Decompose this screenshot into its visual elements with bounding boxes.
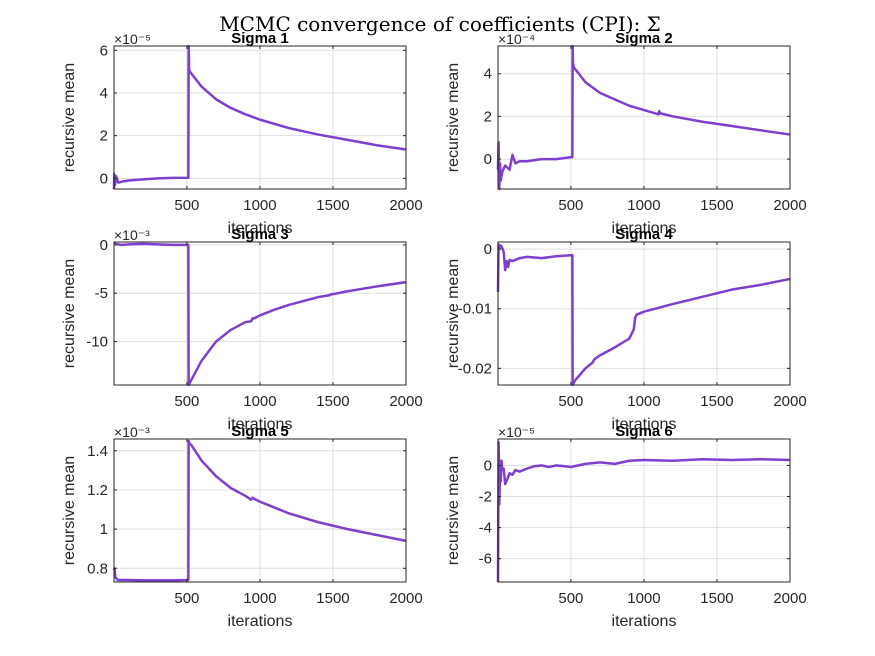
series-line — [113, 241, 407, 387]
x-tick-label: 2000 — [389, 393, 422, 410]
x-tick-label: 1500 — [316, 197, 349, 214]
y-tick-label: 0 — [484, 151, 492, 168]
x-axis-label: iterations — [228, 416, 293, 433]
x-tick-label: 2000 — [773, 590, 806, 607]
x-tick-label: 1000 — [243, 197, 276, 214]
x-tick-label: 1500 — [700, 197, 733, 214]
subplot-title: Sigma 6 — [615, 423, 673, 440]
x-tick-label: 1000 — [243, 590, 276, 607]
subplot-title: Sigma 3 — [231, 226, 289, 243]
subplot-title: Sigma 2 — [615, 30, 673, 47]
subplot-sigma-4: 500 1000 1500 2000 -0.02 -0.01 0 iterations recu… — [445, 226, 807, 433]
y-axis-label: recursive mean — [61, 63, 78, 172]
x-axis-label: iterations — [228, 613, 293, 630]
y-tick-label: -0.01 — [458, 301, 492, 318]
y-tick-label: 1 — [100, 521, 108, 538]
y-tick-label: 0 — [484, 241, 492, 258]
y-exponent-label: ×10⁻³ — [114, 424, 150, 440]
x-tick-label: 2000 — [389, 197, 422, 214]
x-tick-label: 2000 — [389, 590, 422, 607]
series-line — [496, 440, 791, 583]
x-tick-label: 1000 — [627, 393, 660, 410]
y-tick-label: 0.8 — [87, 560, 108, 577]
x-tick-label: 1500 — [700, 590, 733, 607]
subplot-sigma-5: 500 1000 1500 2000 0.8 1 1.2 1.4 iterations recur… — [61, 423, 423, 630]
y-tick-label: 0 — [100, 170, 108, 187]
y-tick-label: 2 — [484, 108, 492, 125]
y-tick-label: -0.02 — [458, 360, 492, 377]
y-tick-label: -4 — [479, 520, 492, 537]
subplot-title: Sigma 1 — [231, 30, 289, 47]
subplot-title: Sigma 4 — [615, 226, 673, 243]
figure-title: MCMC convergence of coefficients (CPI): … — [219, 12, 661, 36]
x-axis-label: iterations — [612, 613, 677, 630]
x-tick-label: 1000 — [243, 393, 276, 410]
subplot-sigma-2: 500 1000 1500 2000 0 2 4 iterations recursive me… — [445, 30, 807, 237]
x-tick-label: 500 — [174, 197, 199, 214]
y-exponent-label: ×10⁻⁵ — [498, 424, 535, 440]
x-tick-label: 500 — [558, 590, 583, 607]
y-exponent-label: ×10⁻³ — [114, 227, 150, 243]
y-axis-label: recursive mean — [445, 259, 462, 368]
y-tick-label: 4 — [100, 85, 108, 102]
y-axis-label: recursive mean — [61, 259, 78, 368]
x-axis-label: iterations — [228, 220, 293, 237]
x-tick-label: 1500 — [316, 393, 349, 410]
x-tick-label: 1000 — [627, 590, 660, 607]
y-axis-label: recursive mean — [445, 63, 462, 172]
y-tick-label: 1.2 — [87, 482, 108, 499]
x-tick-label: 2000 — [773, 197, 806, 214]
y-tick-label: 0 — [484, 457, 492, 474]
subplot-sigma-3: 500 1000 1500 2000 -10 -5 0 iterations recursive… — [61, 226, 423, 433]
y-tick-label: -6 — [479, 551, 492, 568]
y-tick-label: 4 — [484, 66, 492, 83]
subplot-sigma-1: 500 1000 1500 2000 0 2 4 6 iterations recursive m… — [61, 30, 423, 237]
x-tick-label: 1500 — [316, 590, 349, 607]
x-tick-label: 500 — [558, 197, 583, 214]
y-axis-label: recursive mean — [61, 456, 78, 565]
series-line — [112, 44, 407, 190]
y-tick-label: -10 — [86, 334, 108, 351]
x-tick-label: 1500 — [700, 393, 733, 410]
y-tick-label: 0 — [100, 237, 108, 254]
x-axis-label: iterations — [612, 416, 677, 433]
x-tick-label: 500 — [558, 393, 583, 410]
subplot-sigma-6: 500 1000 1500 2000 -6 -4 -2 0 iterations recursiv… — [445, 423, 807, 630]
series-line — [112, 439, 407, 582]
subplot-title: Sigma 5 — [231, 423, 289, 440]
x-tick-label: 500 — [174, 393, 199, 410]
y-exponent-label: ×10⁻⁴ — [498, 31, 535, 47]
y-tick-label: 2 — [100, 128, 108, 145]
x-tick-label: 2000 — [773, 393, 806, 410]
x-tick-label: 500 — [174, 590, 199, 607]
y-tick-label: 1.4 — [87, 443, 108, 460]
y-exponent-label: ×10⁻⁵ — [114, 31, 151, 47]
y-tick-label: -5 — [95, 285, 108, 302]
y-tick-label: -2 — [479, 489, 492, 506]
x-axis-label: iterations — [612, 220, 677, 237]
y-axis-label: recursive mean — [445, 456, 462, 565]
y-tick-label: 6 — [100, 42, 108, 59]
x-tick-label: 1000 — [627, 197, 660, 214]
